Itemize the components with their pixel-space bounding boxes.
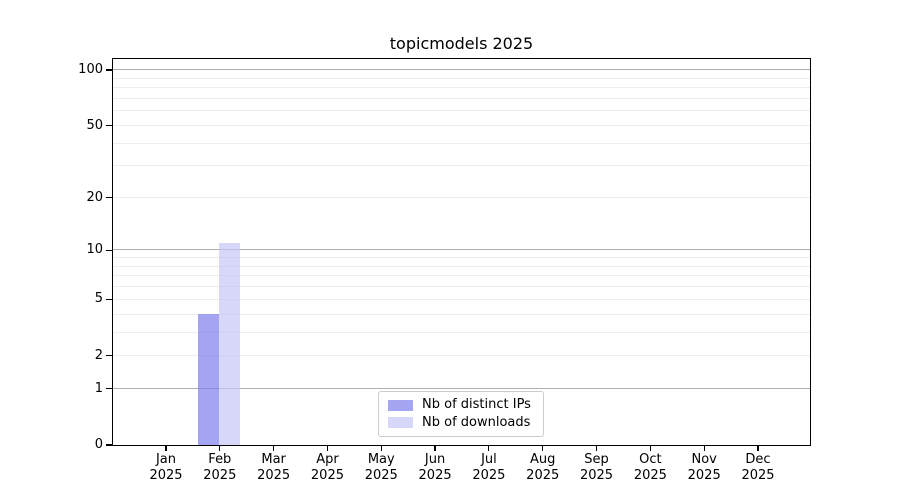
x-tick-mark: [757, 445, 759, 451]
x-tick-label: Sep 2025: [567, 452, 627, 483]
minor-gridline: [112, 97, 810, 99]
x-tick-label-line: 2025: [257, 467, 291, 483]
x-tick-label-line: Sep: [584, 452, 609, 467]
x-tick-label-line: 2025: [579, 467, 614, 483]
y-tick-mark: [106, 69, 113, 71]
y-tick-label: 10: [86, 242, 103, 258]
minor-gridline: [112, 165, 810, 167]
plot-area: [111, 57, 811, 446]
minor-gridline: [112, 196, 810, 198]
x-tick-label-line: Dec: [745, 452, 771, 467]
minor-gridline: [112, 87, 810, 89]
minor-gridline: [112, 77, 810, 79]
bar-distinct-ips-feb-2025: [198, 314, 220, 445]
x-tick-label: Oct 2025: [620, 452, 680, 483]
y-tick-mark: [106, 355, 113, 357]
y-tick-label: 1: [94, 380, 103, 396]
x-tick-label-line: 2025: [472, 467, 506, 483]
y-tick-label: 50: [86, 117, 103, 133]
x-tick-label: Feb 2025: [190, 452, 250, 483]
legend-label-downloads: Nb of downloads: [422, 414, 531, 430]
x-tick-label-line: Jun: [424, 452, 446, 467]
major-gridline: [112, 249, 810, 251]
x-tick-label-line: 2025: [687, 467, 721, 483]
x-tick-label-line: Apr: [316, 452, 339, 467]
x-tick-label: Jan 2025: [136, 452, 196, 483]
chart-title: topicmodels 2025: [389, 34, 534, 53]
x-tick-label-line: 2025: [418, 467, 452, 483]
minor-gridline: [112, 286, 810, 288]
x-tick-mark: [595, 445, 598, 451]
x-tick-label-line: May: [367, 452, 395, 467]
x-tick-label: Jul 2025: [459, 452, 519, 483]
x-tick-mark: [434, 445, 436, 451]
x-tick-label-line: Nov: [691, 452, 717, 467]
minor-gridline: [112, 142, 810, 144]
x-tick-label-line: 2025: [203, 467, 237, 483]
x-tick-mark: [542, 445, 544, 451]
bars-layer: [113, 59, 810, 445]
minor-gridline: [112, 257, 810, 259]
y-tick-label: 5: [94, 291, 103, 307]
x-tick-label-line: 2025: [364, 467, 398, 483]
y-tick-mark: [106, 298, 113, 300]
legend-label-distinct-ips: Nb of distinct IPs: [422, 397, 531, 413]
x-tick-label: Jun 2025: [405, 452, 465, 483]
minor-gridline: [112, 124, 810, 126]
x-tick-label-line: Feb: [208, 452, 232, 467]
minor-gridline: [112, 355, 810, 357]
minor-gridline: [112, 298, 810, 300]
x-tick-label-line: Mar: [261, 452, 286, 467]
minor-gridline: [112, 265, 810, 267]
x-tick-label: May 2025: [351, 452, 411, 483]
y-tick-label: 0: [94, 437, 103, 452]
y-tick-mark: [106, 249, 113, 251]
legend-item-downloads: Nb of downloads: [388, 414, 534, 430]
x-tick-mark: [380, 445, 382, 451]
legend-swatch-distinct-ips-icon: [388, 399, 413, 411]
bar-downloads-feb-2025: [219, 242, 241, 445]
x-tick-mark: [219, 445, 221, 451]
minor-gridline: [112, 110, 810, 112]
x-tick-mark: [649, 445, 651, 451]
x-tick-label-line: Jan: [155, 452, 177, 467]
y-tick-mark: [106, 444, 113, 446]
gridlines-layer: [112, 59, 810, 445]
x-tick-mark: [326, 445, 329, 451]
x-tick-label-line: 2025: [149, 467, 183, 483]
x-tick-mark: [703, 445, 705, 451]
x-tick-label: Aug 2025: [513, 452, 573, 483]
x-tick-label-line: 2025: [526, 467, 560, 483]
y-tick-mark: [106, 388, 113, 390]
x-tick-label-line: 2025: [633, 467, 667, 483]
x-tick-label: Mar 2025: [244, 452, 304, 483]
x-tick-mark: [165, 445, 167, 451]
major-gridline: [112, 387, 810, 389]
x-tick-label: Nov 2025: [674, 452, 734, 483]
x-tick-label-line: 2025: [310, 467, 344, 483]
y-tick-mark: [106, 197, 113, 199]
legend-swatch-downloads-icon: [388, 417, 413, 429]
y-tick-label: 20: [86, 189, 103, 205]
x-tick-label-line: Jul: [481, 452, 497, 467]
y-tick-label: 2: [94, 347, 103, 363]
x-tick-mark: [273, 445, 275, 451]
y-tick-mark: [106, 124, 113, 127]
x-tick-label-line: Oct: [639, 452, 662, 467]
legend-item-distinct-ips: Nb of distinct IPs: [388, 398, 534, 412]
x-tick-mark: [488, 445, 490, 451]
legend: Nb of distinct IPs Nb of downloads: [378, 391, 544, 437]
x-tick-label: Dec 2025: [728, 452, 788, 483]
minor-gridline: [112, 313, 810, 315]
x-tick-label-line: 2025: [741, 467, 775, 483]
y-tick-label: 100: [78, 61, 103, 77]
x-tick-label: Apr 2025: [297, 452, 357, 483]
x-tick-label-line: Aug: [530, 452, 556, 467]
minor-gridline: [112, 275, 810, 277]
minor-gridline: [112, 331, 810, 333]
major-gridline: [112, 69, 810, 71]
